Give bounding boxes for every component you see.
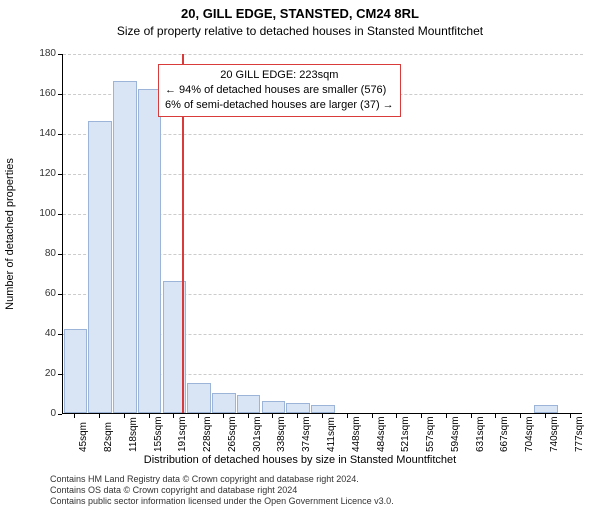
x-tick-mark: [74, 414, 75, 418]
footer-line-2: Contains OS data © Crown copyright and d…: [50, 485, 580, 496]
x-tick-label: 155sqm: [153, 416, 164, 452]
histogram-bar: [534, 405, 558, 413]
y-tick-label: 60: [16, 288, 56, 299]
x-tick-label: 777sqm: [574, 416, 585, 452]
x-tick-mark: [99, 414, 100, 418]
x-tick-mark: [372, 414, 373, 418]
x-tick-label: 667sqm: [499, 416, 510, 452]
x-tick-mark: [322, 414, 323, 418]
y-tick-mark: [58, 374, 62, 375]
y-tick-label: 160: [16, 88, 56, 99]
x-tick-label: 118sqm: [128, 417, 139, 452]
x-tick-mark: [396, 414, 397, 418]
callout-line: 20 GILL EDGE: 223sqm: [165, 68, 394, 83]
y-tick-label: 80: [16, 248, 56, 259]
y-tick-mark: [58, 254, 62, 255]
x-axis-label: Distribution of detached houses by size …: [0, 454, 600, 466]
y-tick-label: 20: [16, 368, 56, 379]
histogram-bar: [187, 383, 211, 413]
y-tick-label: 140: [16, 128, 56, 139]
histogram-bar: [237, 395, 261, 413]
x-tick-label: 301sqm: [252, 416, 263, 452]
x-tick-mark: [421, 414, 422, 418]
x-tick-mark: [149, 414, 150, 418]
y-tick-mark: [58, 54, 62, 55]
histogram-bar: [88, 121, 112, 413]
x-tick-label: 594sqm: [450, 416, 461, 452]
y-tick-label: 180: [16, 48, 56, 59]
y-axis-label: Number of detached properties: [4, 158, 16, 310]
callout-line: 6% of semi-detached houses are larger (3…: [165, 98, 394, 113]
histogram-bar: [138, 89, 162, 413]
x-tick-label: 557sqm: [425, 416, 436, 452]
x-tick-mark: [198, 414, 199, 418]
x-tick-mark: [297, 414, 298, 418]
y-tick-mark: [58, 294, 62, 295]
footer-line-1: Contains HM Land Registry data © Crown c…: [50, 474, 580, 485]
x-tick-mark: [471, 414, 472, 418]
x-tick-label: 740sqm: [549, 416, 560, 452]
histogram-bar: [113, 81, 137, 413]
x-tick-mark: [570, 414, 571, 418]
x-tick-label: 484sqm: [376, 416, 387, 452]
attribution-footer: Contains HM Land Registry data © Crown c…: [50, 474, 580, 506]
x-tick-label: 411sqm: [326, 417, 337, 452]
x-tick-label: 374sqm: [301, 416, 312, 452]
x-tick-mark: [446, 414, 447, 418]
x-tick-mark: [124, 414, 125, 418]
x-tick-label: 631sqm: [475, 416, 486, 452]
x-tick-mark: [347, 414, 348, 418]
callout-box: 20 GILL EDGE: 223sqm← 94% of detached ho…: [158, 64, 401, 117]
y-tick-mark: [58, 414, 62, 415]
x-tick-label: 45sqm: [78, 422, 89, 452]
x-tick-label: 338sqm: [276, 416, 287, 452]
y-tick-mark: [58, 334, 62, 335]
y-tick-label: 120: [16, 168, 56, 179]
y-tick-label: 40: [16, 328, 56, 339]
chart-subtitle: Size of property relative to detached ho…: [0, 24, 600, 38]
y-tick-mark: [58, 134, 62, 135]
x-tick-mark: [173, 414, 174, 418]
x-tick-label: 521sqm: [400, 416, 411, 452]
chart-title-address: 20, GILL EDGE, STANSTED, CM24 8RL: [0, 6, 600, 21]
histogram-chart: 20, GILL EDGE, STANSTED, CM24 8RL Size o…: [0, 0, 600, 500]
x-tick-mark: [223, 414, 224, 418]
x-tick-label: 265sqm: [227, 416, 238, 452]
x-tick-mark: [272, 414, 273, 418]
histogram-bar: [212, 393, 236, 413]
y-tick-mark: [58, 174, 62, 175]
callout-line: ← 94% of detached houses are smaller (57…: [165, 83, 394, 98]
histogram-bar: [311, 405, 335, 413]
x-tick-label: 82sqm: [103, 422, 114, 452]
x-tick-mark: [520, 414, 521, 418]
y-tick-label: 100: [16, 208, 56, 219]
y-tick-mark: [58, 214, 62, 215]
plot-area: 20 GILL EDGE: 223sqm← 94% of detached ho…: [62, 54, 582, 414]
x-tick-label: 191sqm: [177, 416, 188, 452]
x-tick-label: 448sqm: [351, 416, 362, 452]
y-tick-label: 0: [16, 408, 56, 419]
x-tick-mark: [545, 414, 546, 418]
x-tick-label: 704sqm: [524, 416, 535, 452]
histogram-bar: [286, 403, 310, 413]
x-tick-label: 228sqm: [202, 416, 213, 452]
footer-line-3: Contains public sector information licen…: [50, 496, 580, 506]
x-tick-mark: [248, 414, 249, 418]
histogram-bar: [262, 401, 286, 413]
histogram-bar: [64, 329, 88, 413]
x-tick-mark: [495, 414, 496, 418]
y-tick-mark: [58, 94, 62, 95]
gridline-h: [63, 54, 583, 55]
